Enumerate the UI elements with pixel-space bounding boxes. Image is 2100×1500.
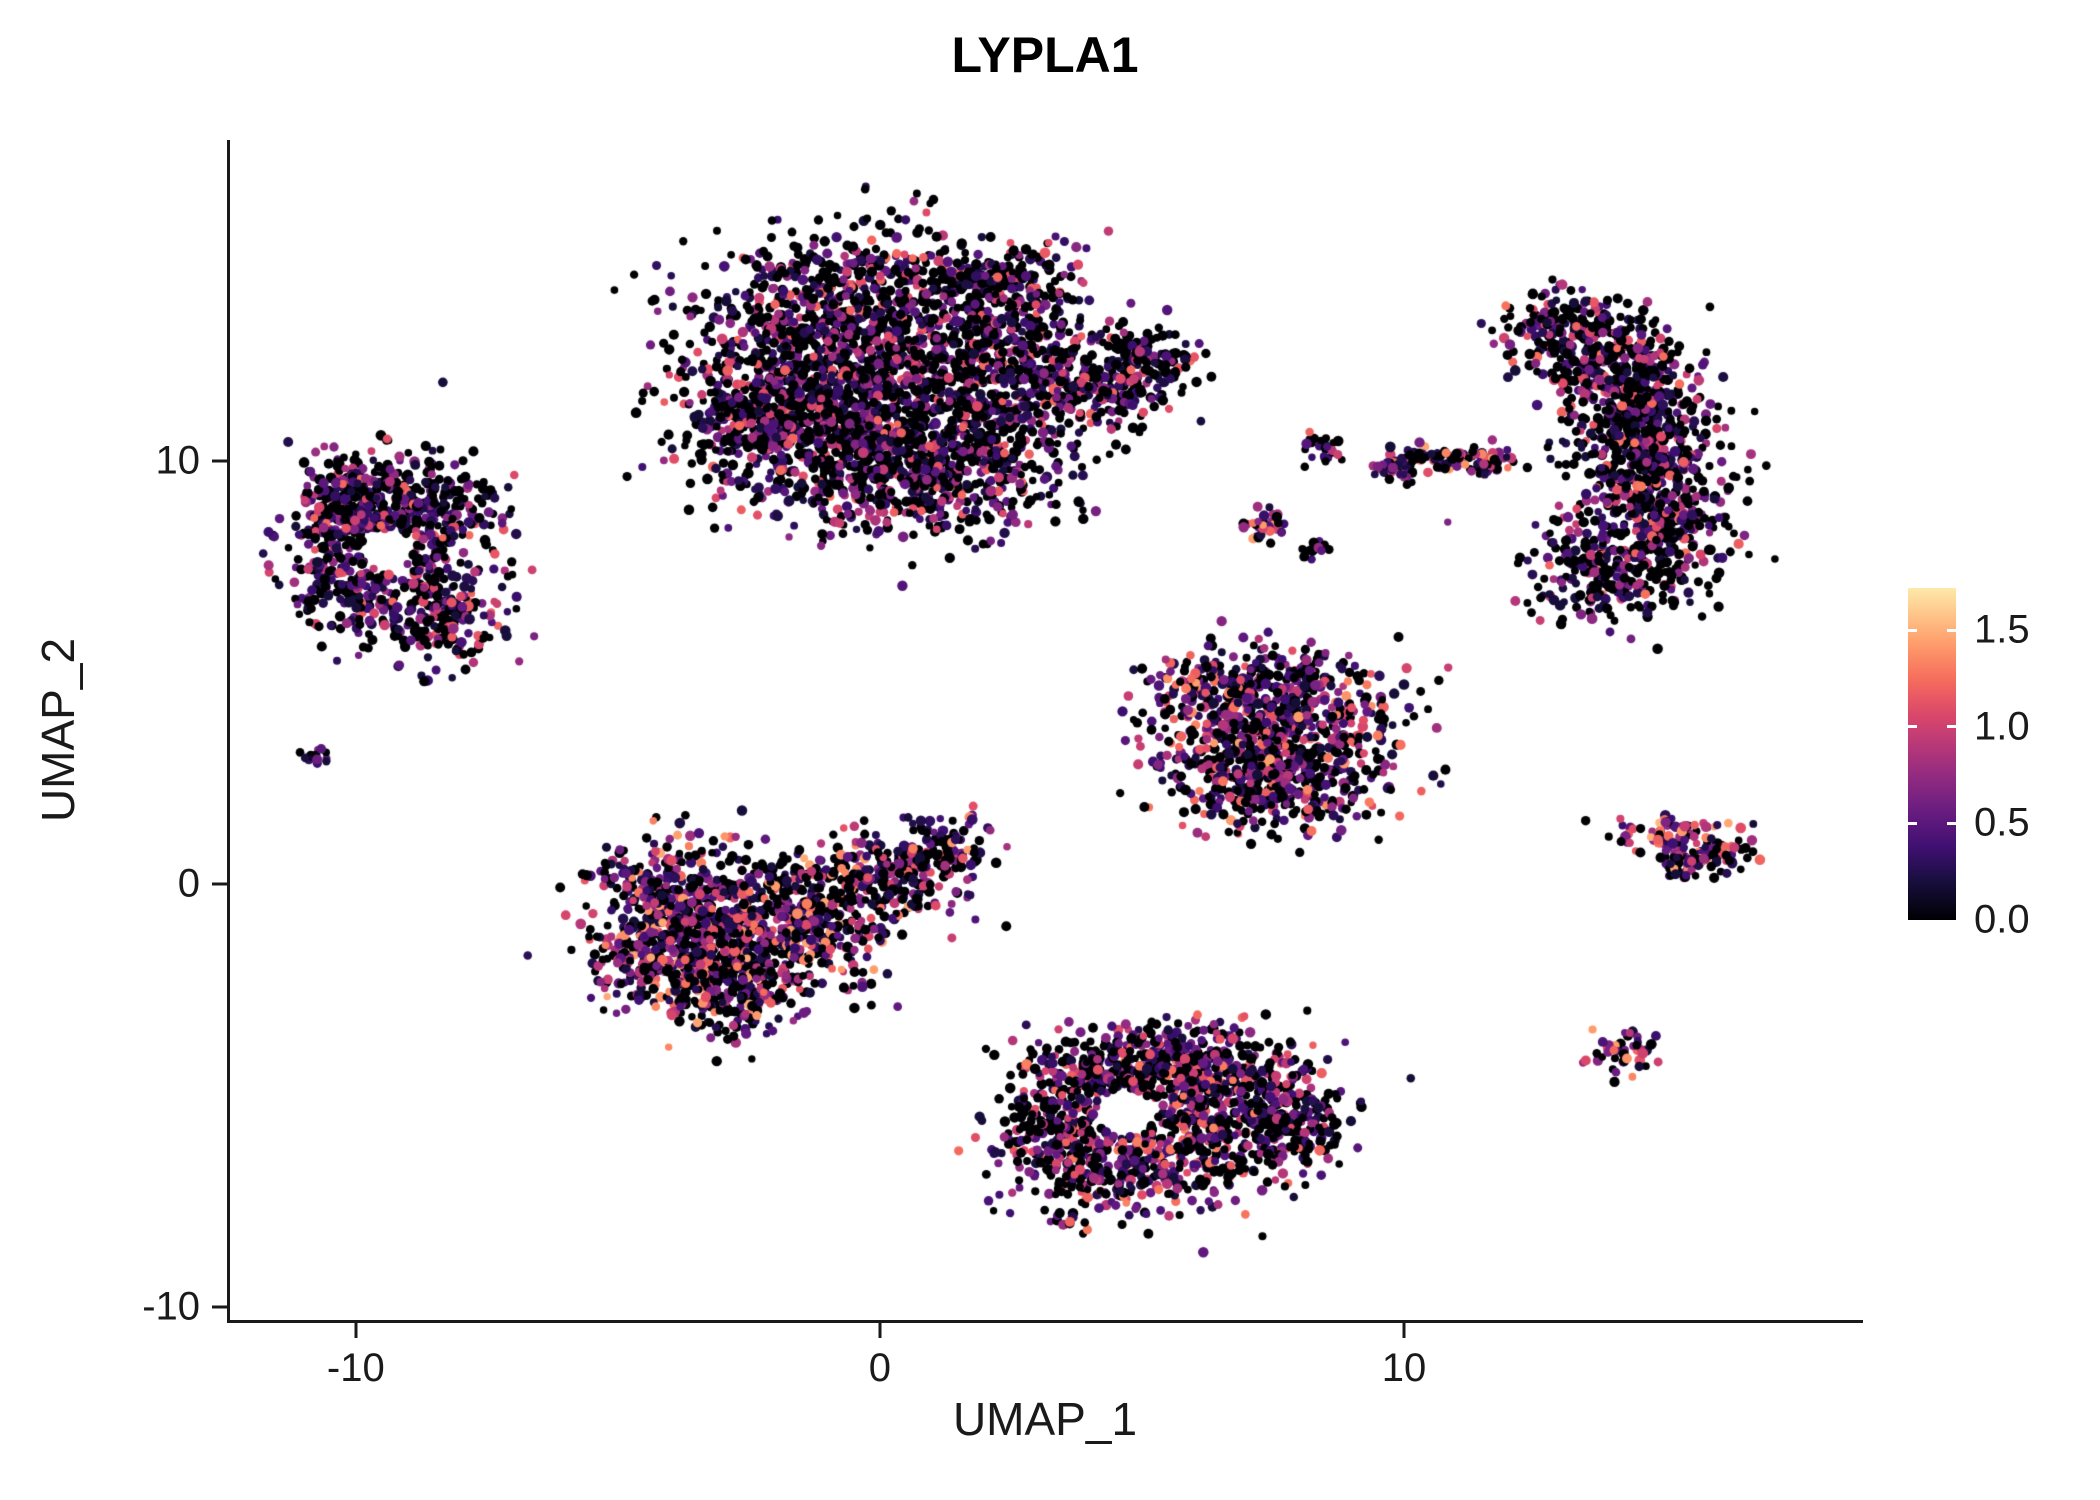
legend-tick-label: 0.5 bbox=[1974, 800, 2030, 845]
chart-title: LYPLA1 bbox=[951, 27, 1139, 83]
x-tick-mark bbox=[1402, 1323, 1406, 1338]
y-axis-line bbox=[227, 140, 230, 1323]
y-tick-mark bbox=[212, 459, 227, 463]
x-axis-line bbox=[227, 1320, 1863, 1323]
legend-gradient bbox=[1908, 588, 1956, 920]
legend-tick-label: 1.5 bbox=[1974, 607, 2030, 652]
y-tick-mark bbox=[212, 1305, 227, 1309]
legend: 0.0 0.5 1.0 1.5 bbox=[1908, 588, 2030, 942]
legend-tick-mark bbox=[1908, 628, 1917, 632]
legend-tick-mark bbox=[1947, 821, 1956, 825]
legend-tick-mark bbox=[1947, 725, 1956, 729]
legend-tick-mark bbox=[1908, 821, 1917, 825]
y-axis-label: UMAP_2 bbox=[32, 637, 84, 823]
legend-tick-mark bbox=[1947, 628, 1956, 632]
y-tick-label: -10 bbox=[142, 1284, 200, 1329]
x-tick-mark bbox=[878, 1323, 882, 1338]
y-tick-label: 10 bbox=[155, 438, 201, 483]
legend-tick-label: 1.0 bbox=[1974, 704, 2030, 749]
x-tick-label: 0 bbox=[868, 1346, 892, 1390]
x-axis-label: UMAP_1 bbox=[952, 1393, 1138, 1445]
x-tick-label: -10 bbox=[326, 1346, 385, 1390]
legend-tick-label: 0.0 bbox=[1974, 897, 2030, 942]
legend-tick-mark bbox=[1908, 725, 1917, 729]
x-tick-label: 10 bbox=[1381, 1346, 1427, 1390]
y-tick-mark bbox=[212, 882, 227, 886]
scatter-canvas bbox=[230, 140, 1860, 1320]
y-tick-label: 0 bbox=[177, 861, 200, 906]
x-tick-mark bbox=[354, 1323, 358, 1338]
